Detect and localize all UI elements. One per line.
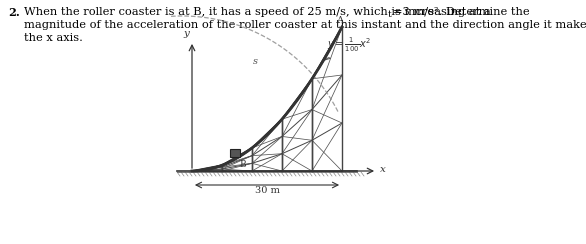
Text: 2.: 2.	[8, 7, 20, 18]
Text: x: x	[380, 165, 386, 174]
Text: s: s	[253, 57, 257, 66]
Text: B: B	[239, 160, 246, 169]
Bar	[230, 149, 240, 157]
Text: the x axis.: the x axis.	[24, 33, 83, 43]
Text: magnitude of the acceleration of the roller coaster at this instant and the dire: magnitude of the acceleration of the rol…	[24, 20, 586, 30]
Text: =3 m/s². Determine the: =3 m/s². Determine the	[393, 7, 530, 17]
Text: $y = \frac{1}{100}x^2$: $y = \frac{1}{100}x^2$	[327, 36, 371, 54]
Text: 30 m: 30 m	[254, 186, 280, 195]
Text: t: t	[388, 10, 392, 19]
Text: A: A	[336, 16, 343, 25]
Text: y: y	[183, 29, 189, 38]
Text: When the roller coaster is at B, it has a speed of 25 m/s, which is increasing a: When the roller coaster is at B, it has …	[24, 7, 490, 17]
